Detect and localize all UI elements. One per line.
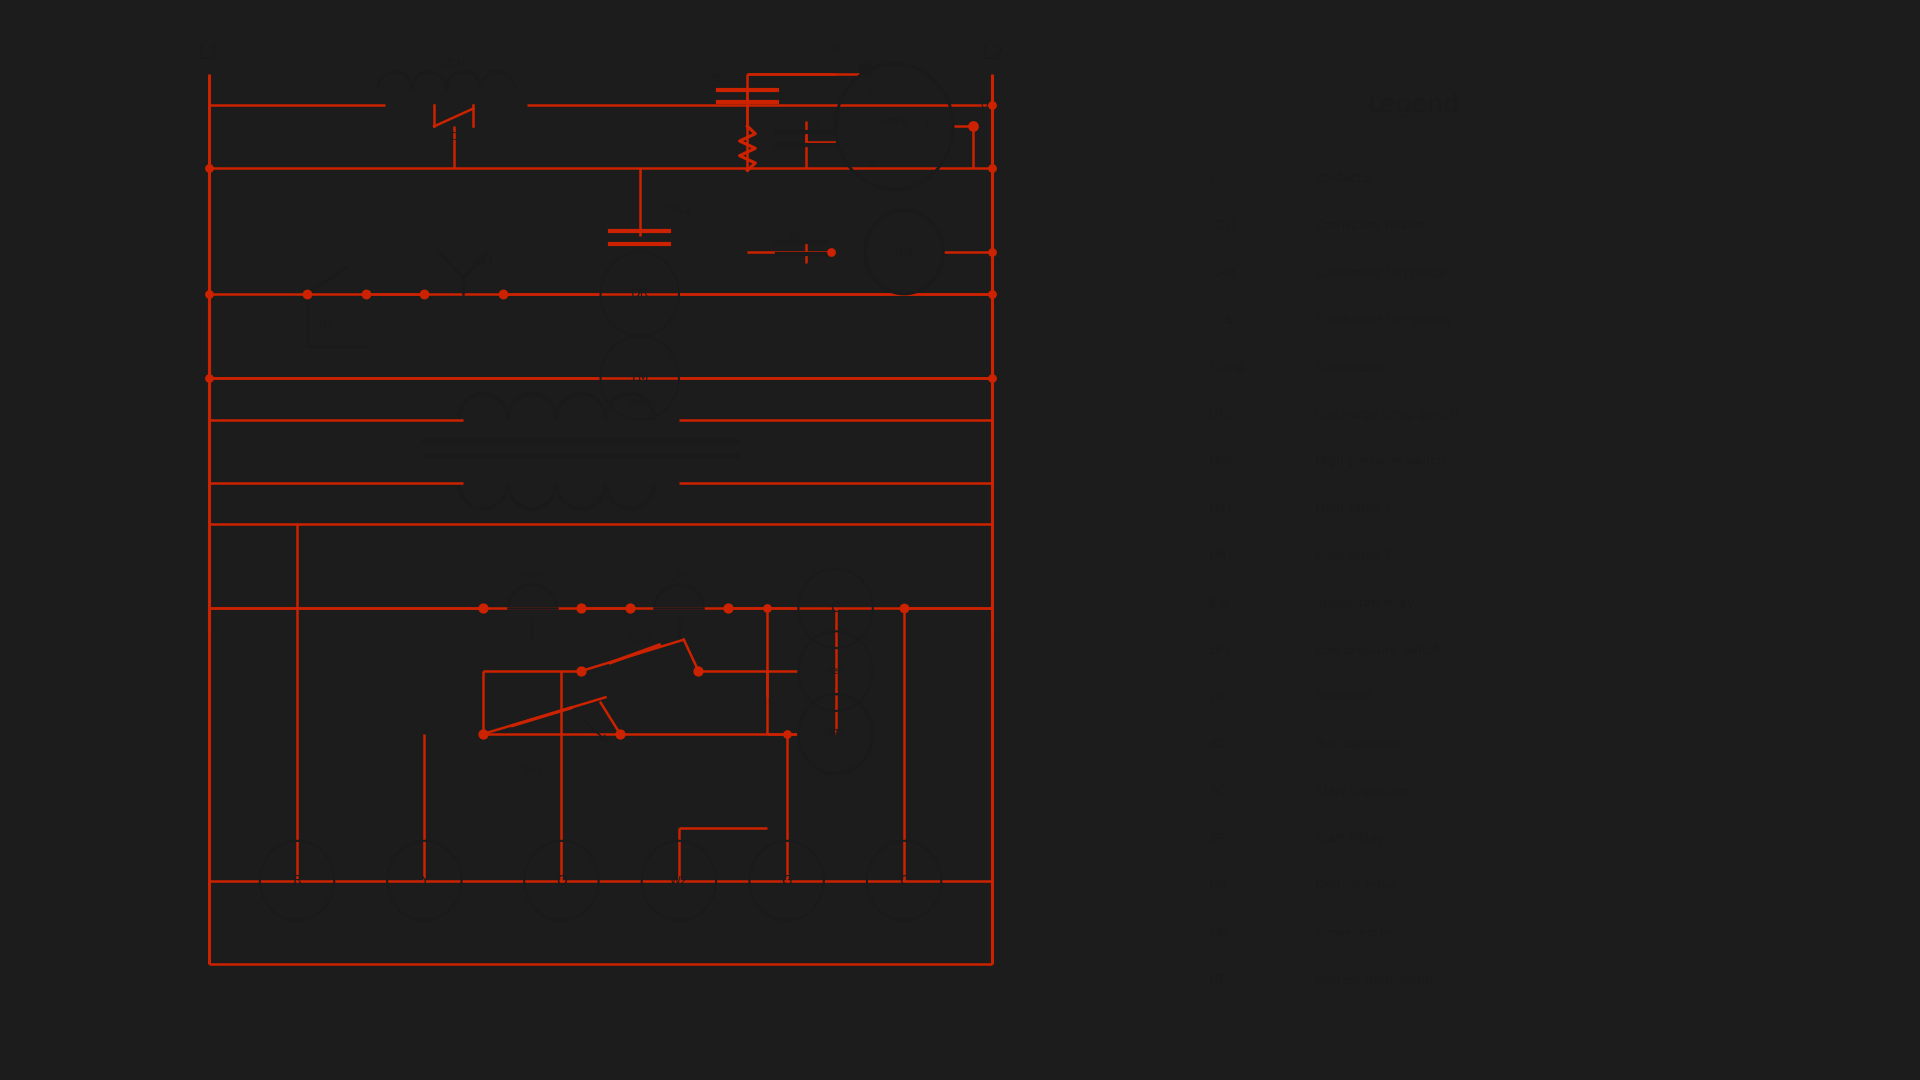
- Text: DR: DR: [1210, 879, 1227, 892]
- Text: C: C: [1210, 172, 1217, 186]
- Text: TM1: TM1: [472, 257, 495, 268]
- Text: High pressure switch: High pressure switch: [1315, 455, 1446, 468]
- Text: CCH: CCH: [442, 58, 467, 68]
- Text: TM: TM: [1210, 927, 1227, 940]
- Text: L1: L1: [198, 43, 221, 63]
- Text: Timer motor: Timer motor: [1315, 927, 1392, 940]
- Text: DR: DR: [630, 287, 649, 300]
- Text: RC: RC: [1210, 738, 1225, 751]
- Text: Start capacitor: Start capacitor: [1315, 785, 1407, 798]
- Text: LPS: LPS: [1210, 644, 1231, 657]
- Text: SR: SR: [1210, 833, 1225, 846]
- Point: [977, 243, 1008, 260]
- Text: Compressor: Compressor: [1315, 361, 1390, 374]
- Point: [712, 599, 743, 617]
- Text: HR1: HR1: [1210, 502, 1235, 515]
- Point: [488, 285, 518, 302]
- Point: [977, 97, 1008, 114]
- Point: [684, 662, 714, 679]
- Text: DT: DT: [1210, 974, 1227, 987]
- Text: Run capacitor: Run capacitor: [1315, 738, 1402, 751]
- Point: [566, 599, 597, 617]
- Text: C: C: [925, 122, 931, 131]
- Text: Start Relay: Start Relay: [1315, 833, 1384, 846]
- Text: HR1: HR1: [1210, 550, 1235, 563]
- Text: Y: Y: [420, 874, 428, 888]
- Point: [468, 726, 499, 743]
- Text: L2: L2: [981, 43, 1004, 63]
- Text: OL: OL: [1210, 691, 1225, 704]
- Text: HPS: HPS: [1210, 455, 1235, 468]
- Text: S: S: [868, 91, 872, 99]
- Point: [292, 285, 323, 302]
- Text: Indoor fan relay: Indoor fan relay: [1315, 596, 1415, 609]
- Text: Condenser fan motor: Condenser fan motor: [1315, 267, 1448, 280]
- Text: R: R: [292, 874, 301, 888]
- Text: RC: RC: [810, 121, 822, 132]
- Text: Condenser fan switch: Condenser fan switch: [1315, 313, 1450, 326]
- Text: CCH: CCH: [1210, 219, 1236, 232]
- Point: [605, 726, 636, 743]
- Point: [349, 285, 380, 302]
- Text: O: O: [557, 874, 566, 888]
- Point: [889, 599, 920, 617]
- Text: TM: TM: [630, 372, 649, 384]
- Text: C: C: [899, 874, 908, 888]
- Point: [851, 60, 881, 78]
- Point: [958, 118, 989, 135]
- Text: HR1: HR1: [824, 729, 847, 739]
- Text: DR3: DR3: [630, 635, 651, 645]
- Text: IFM: IFM: [1210, 596, 1231, 609]
- Text: DTS: DTS: [1210, 408, 1235, 421]
- Point: [194, 160, 225, 177]
- Text: SC: SC: [1210, 785, 1225, 798]
- Text: Rev: Rev: [826, 666, 847, 676]
- Text: W2: W2: [670, 876, 687, 886]
- Point: [977, 369, 1008, 387]
- Text: Heat relay 1: Heat relay 1: [1315, 502, 1392, 515]
- Text: SR: SR: [829, 43, 843, 53]
- Text: G: G: [781, 874, 791, 888]
- Text: DR 2: DR 2: [666, 205, 693, 215]
- Text: Overload: Overload: [1315, 691, 1373, 704]
- Text: LPS: LPS: [670, 571, 687, 582]
- Text: Defrost relay: Defrost relay: [1315, 879, 1396, 892]
- Text: DT: DT: [319, 321, 334, 330]
- Text: RC: RC: [789, 231, 803, 241]
- Text: Crankcase heater: Crankcase heater: [1315, 219, 1427, 232]
- Text: Discharge temp switch: Discharge temp switch: [1315, 408, 1459, 421]
- Text: SC: SC: [712, 75, 724, 84]
- Text: CFM: CFM: [1210, 267, 1235, 280]
- Text: Heat relay 2: Heat relay 2: [1315, 550, 1392, 563]
- Point: [194, 285, 225, 302]
- Text: R: R: [868, 159, 874, 167]
- Text: C: C: [831, 602, 841, 616]
- Point: [468, 599, 499, 617]
- Text: 240v: 240v: [626, 399, 653, 409]
- Text: CFM: CFM: [895, 247, 914, 257]
- Text: Comp: Comp: [879, 117, 908, 126]
- Point: [977, 160, 1008, 177]
- Text: CFS: CFS: [1210, 313, 1233, 326]
- Text: 24v: 24v: [591, 494, 611, 503]
- Text: C: C: [449, 132, 457, 141]
- Text: contactor: contactor: [1315, 172, 1375, 186]
- Text: HPS: HPS: [522, 571, 541, 582]
- Text: IFR: IFR: [828, 729, 845, 739]
- Text: Defrost thermostat: Defrost thermostat: [1315, 974, 1434, 987]
- Point: [977, 285, 1008, 302]
- Point: [614, 599, 645, 617]
- Point: [753, 599, 783, 617]
- Point: [772, 726, 803, 743]
- Point: [566, 662, 597, 679]
- Text: Legend: Legend: [1367, 93, 1459, 118]
- Point: [409, 285, 440, 302]
- Text: OL: OL: [981, 100, 995, 110]
- Text: Comp: Comp: [1210, 361, 1246, 374]
- Text: DR1: DR1: [520, 766, 543, 775]
- Text: Low pressure switch: Low pressure switch: [1315, 644, 1442, 657]
- Point: [194, 369, 225, 387]
- Point: [816, 243, 847, 260]
